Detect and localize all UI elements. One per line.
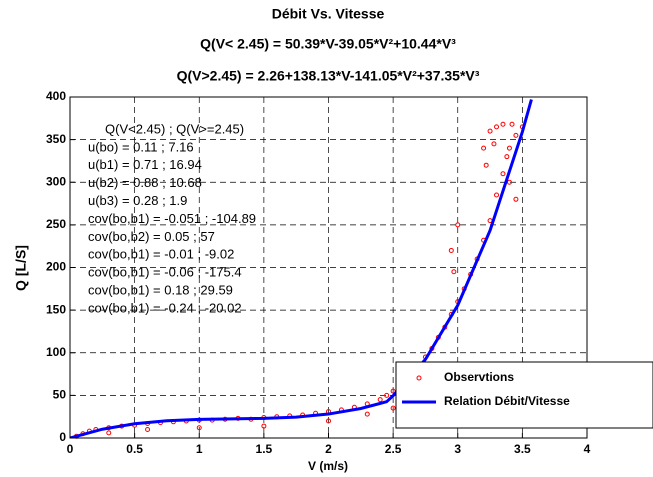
axes-frame (69, 96, 588, 439)
y-tick-label: 300 (46, 174, 66, 188)
data-point (455, 222, 461, 228)
data-point (448, 247, 454, 253)
x-tick-label: 3.5 (514, 442, 531, 456)
data-point (384, 392, 390, 398)
x-tick-label: 3 (454, 442, 461, 456)
annotation: u(b1) = 0.71 ; 16.94 (88, 157, 202, 172)
x-tick-label: 2.5 (385, 442, 402, 456)
y-tick-label: 150 (46, 302, 66, 316)
y-tick-label: 250 (46, 217, 66, 231)
data-point (513, 132, 519, 138)
chart-title: Débit Vs. Vitesse (272, 6, 385, 22)
y-tick-label: 350 (46, 132, 66, 146)
chart-subtitle: Q(V< 2.45) = 50.39*V-39.05*V²+10.44*V³ (200, 36, 456, 52)
annotation: cov(bo,b1) = -0.051 ; -104.89 (88, 211, 256, 226)
legend-box (395, 361, 653, 429)
data-point (451, 269, 457, 275)
annotation: cov(bo,b2) = 0.05 ; 57 (88, 229, 215, 244)
data-point (504, 154, 510, 160)
annotation: cov(bo,b1) = -0.24 ; -20.02 (88, 300, 242, 315)
annotation: cov(bo,b1) = 0.18 ; 29.59 (88, 283, 233, 298)
y-tick-label: 100 (46, 345, 66, 359)
data-point (509, 121, 515, 127)
x-tick-label: 4 (584, 442, 591, 456)
data-point (390, 405, 396, 411)
data-point (506, 145, 512, 151)
x-tick-label: 1 (196, 442, 203, 456)
data-point (196, 425, 202, 431)
y-tick-label: 0 (59, 430, 66, 444)
data-point (390, 388, 396, 394)
data-point (483, 162, 489, 168)
legend-marker (416, 375, 422, 381)
y-axis-label: Q [L/S] (13, 245, 29, 291)
data-point (106, 430, 112, 436)
annotation: u(bo) = 0.11 ; 7.16 (88, 139, 194, 154)
data-point (326, 418, 331, 424)
x-axis-label: V (m/s) (308, 459, 348, 473)
annotation: u(b2) = 0.88 ; 10.68 (88, 175, 202, 190)
x-tick-label: 1.5 (256, 442, 273, 456)
legend-label: Observtions (444, 370, 514, 384)
y-tick-label: 400 (46, 89, 66, 103)
data-point (487, 128, 493, 134)
x-tick-label: 0 (67, 442, 74, 456)
chart-subtitle: Q(V>2.45) = 2.26+138.13*V-141.05*V²+37.3… (177, 68, 480, 84)
data-point (377, 397, 383, 403)
data-point (500, 171, 506, 177)
annotation: Q(V<2.45) ; Q(V>=2.45) (105, 121, 244, 136)
annotation: cov(bo,b1) = -0.01 ; -9.02 (88, 247, 234, 262)
data-point (494, 192, 500, 198)
annotation: cov(bo,b1) = -0.06 ; -175.4 (88, 265, 242, 280)
data-point (500, 121, 506, 127)
fit-line (70, 99, 533, 438)
data-point (513, 196, 519, 202)
data-point (506, 179, 512, 185)
y-tick-label: 200 (46, 260, 66, 274)
x-tick-label: 0.5 (126, 442, 143, 456)
annotation: u(b3) = 0.28 ; 1.9 (88, 193, 187, 208)
legend-label: Relation Débit/Vitesse (444, 394, 570, 408)
data-point (491, 141, 497, 147)
data-point (261, 423, 267, 429)
data-point (494, 124, 500, 130)
x-tick-label: 2 (325, 442, 332, 456)
y-tick-label: 50 (53, 388, 67, 402)
data-point (364, 411, 370, 417)
data-point (145, 426, 151, 432)
data-point (481, 145, 487, 151)
